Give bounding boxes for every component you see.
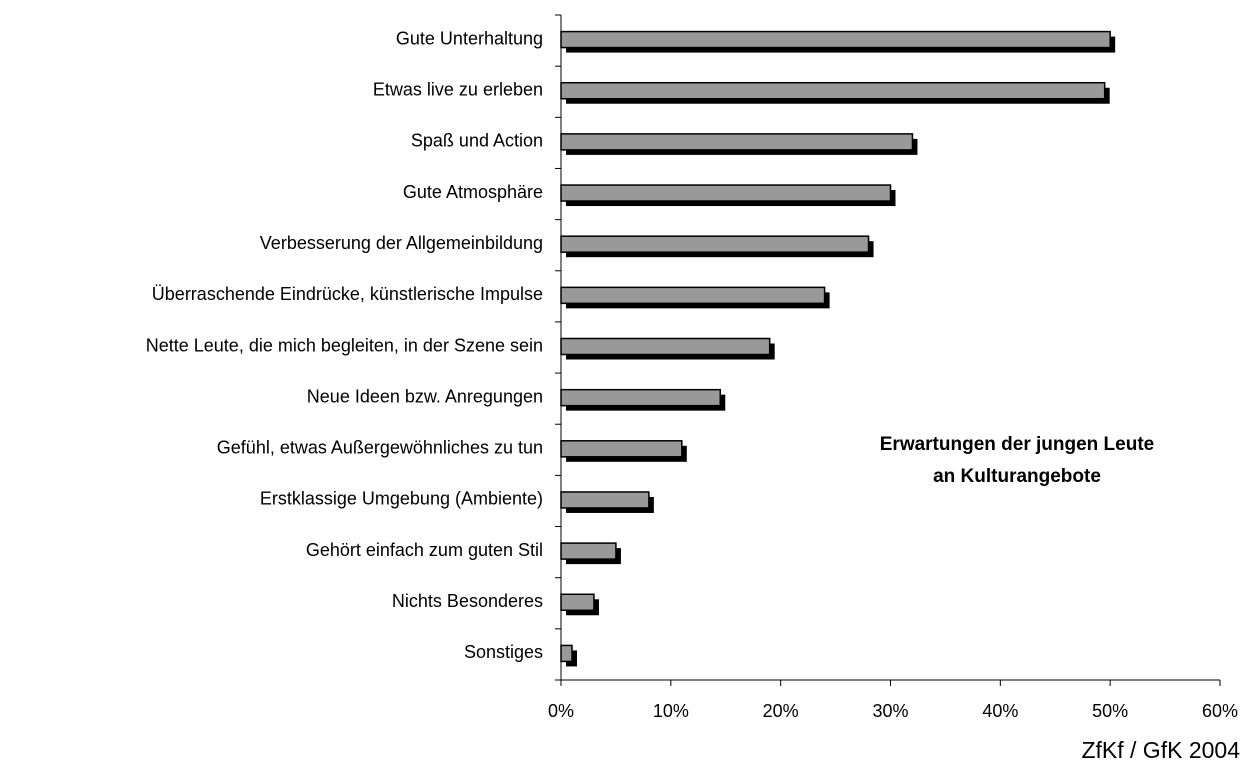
bar bbox=[560, 593, 595, 612]
bar bbox=[560, 184, 892, 202]
y-tick-label: Gefühl, etwas Außergewöhnliches zu tun bbox=[217, 438, 543, 458]
bar bbox=[560, 30, 1111, 49]
x-tick-label: 60% bbox=[1202, 701, 1238, 721]
x-tick-label: 30% bbox=[872, 701, 908, 721]
y-tick-label: Überraschende Eindrücke, künstlerische I… bbox=[152, 284, 543, 304]
y-tick-label: Nette Leute, die mich begleiten, in der … bbox=[146, 335, 543, 355]
y-tick-label: Gute Atmosphäre bbox=[403, 182, 543, 202]
y-tick-label: Sonstiges bbox=[464, 642, 543, 662]
bar bbox=[560, 133, 914, 151]
bar bbox=[560, 388, 722, 407]
y-tick-label: Neue Ideen bzw. Anregungen bbox=[307, 386, 543, 406]
chart-title: Erwartungen der jungen Leute bbox=[880, 434, 1154, 455]
bar bbox=[560, 440, 683, 458]
chart-title: an Kulturangebote bbox=[933, 466, 1101, 487]
x-tick-label: 40% bbox=[982, 701, 1018, 721]
x-tick-label: 50% bbox=[1092, 701, 1128, 721]
y-tick-label: Gehört einfach zum guten Stil bbox=[306, 540, 543, 560]
y-tick-label: Nichts Besonderes bbox=[392, 591, 543, 611]
y-tick-label: Etwas live zu erleben bbox=[373, 79, 543, 99]
bar bbox=[560, 644, 573, 663]
bar bbox=[560, 286, 826, 305]
y-tick-label: Gute Unterhaltung bbox=[396, 28, 543, 48]
bar bbox=[560, 337, 771, 356]
bar bbox=[560, 235, 870, 253]
bar bbox=[560, 542, 617, 560]
bar bbox=[560, 81, 1106, 100]
y-tick-label: Spaß und Action bbox=[411, 131, 543, 151]
y-tick-label: Erstklassige Umgebung (Ambiente) bbox=[260, 489, 543, 509]
bar bbox=[560, 491, 650, 509]
x-tick-label: 0% bbox=[548, 701, 574, 721]
source: ZfKf / GfK 2004 bbox=[1081, 737, 1240, 763]
y-tick-label: Verbesserung der Allgemeinbildung bbox=[260, 233, 543, 253]
x-tick-label: 20% bbox=[763, 701, 799, 721]
x-tick-label: 10% bbox=[653, 701, 689, 721]
